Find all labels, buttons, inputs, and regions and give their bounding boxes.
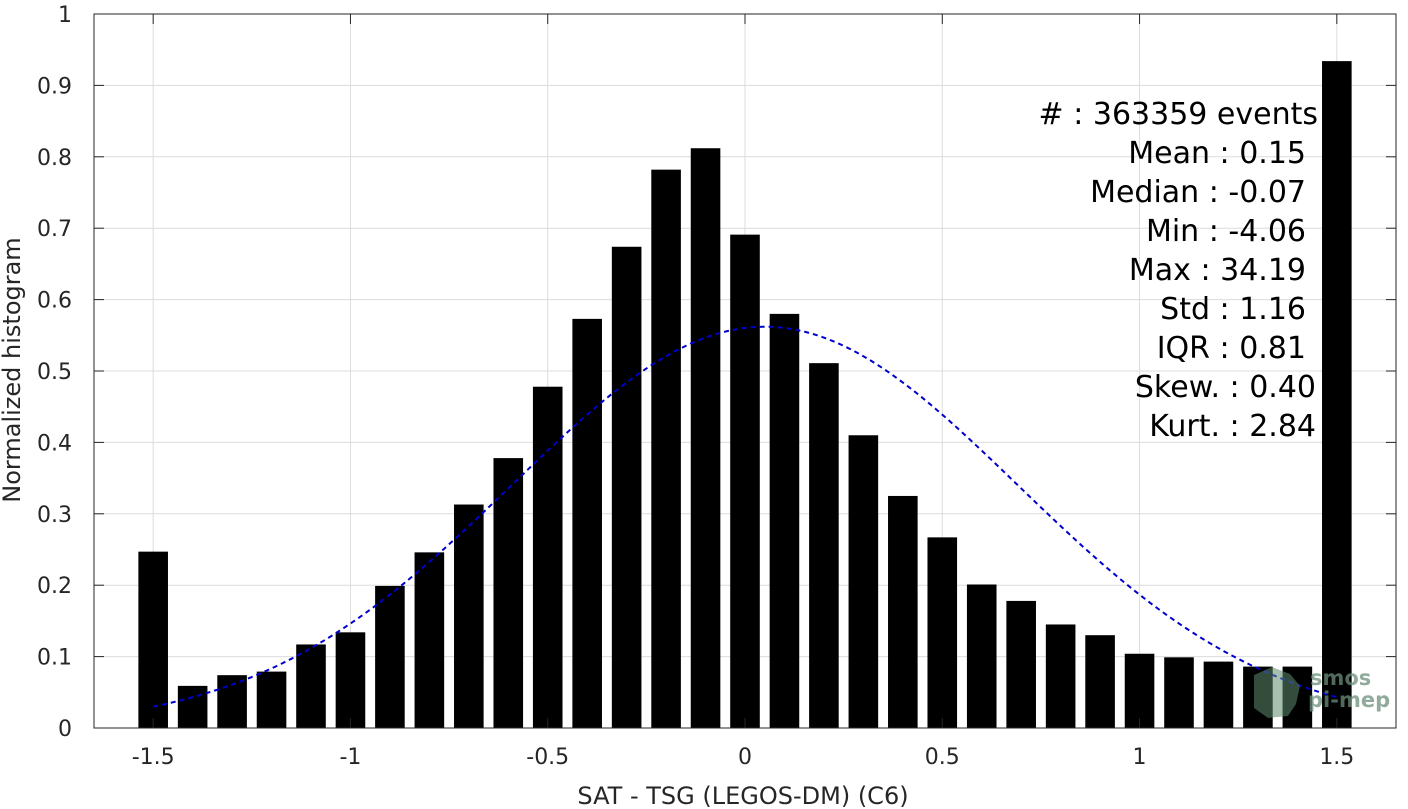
y-tick-label: 0.7 [37, 217, 72, 242]
y-tick-label: 1 [58, 3, 72, 28]
stat-line: Min : -4.06 [1146, 214, 1306, 249]
stat-line: # : 363359 events [1039, 97, 1318, 132]
logo-shape-icon [1254, 667, 1300, 718]
smos-pimep-logo: smos pi-mep [1254, 666, 1390, 718]
histogram-bar [454, 504, 484, 728]
axis-ticks [94, 13, 1396, 729]
y-tick-labels: 0 0.1 0.2 0.3 0.4 0.5 0.6 0.7 0.8 0.9 1 [37, 3, 72, 742]
histogram-bar [532, 386, 563, 728]
histogram-bar [1085, 635, 1115, 728]
y-tick-label: 0.6 [37, 289, 72, 314]
x-tick-label: 1 [1133, 745, 1147, 770]
stat-line: Kurt. : 2.84 [1149, 409, 1316, 444]
histogram-bar [690, 148, 721, 728]
stat-line: Mean : 0.15 [1128, 136, 1306, 171]
histogram-bar [848, 435, 879, 728]
stat-line: Skew. : 0.40 [1135, 370, 1316, 405]
y-axis-label: Normalized histogram [0, 237, 26, 502]
statistics-box: # : 363359 events Mean : 0.15 Median : -0.… [1039, 97, 1318, 444]
histogram-bar [414, 552, 445, 728]
y-tick-label: 0 [58, 717, 72, 742]
histogram-bar [217, 675, 247, 728]
stat-line: Std : 1.16 [1160, 292, 1306, 327]
histogram-bar [375, 585, 405, 728]
histogram-bar [1164, 657, 1194, 728]
x-tick-labels: -1.5 -1 -0.5 0 0.5 1 1.5 [132, 745, 1355, 770]
x-tick-label: 0 [738, 745, 752, 770]
histogram-bar [335, 632, 366, 728]
gaussian-fit-curve [152, 325, 1338, 708]
histogram-bar [1045, 624, 1076, 728]
histogram-bar [769, 313, 800, 728]
histogram-bar [493, 458, 524, 728]
stat-line: Median : -0.07 [1090, 175, 1306, 210]
y-tick-label: 0.5 [37, 360, 72, 385]
x-tick-label: 1.5 [1319, 745, 1354, 770]
y-tick-label: 0.2 [37, 574, 72, 599]
histogram-bar [1124, 653, 1155, 728]
histogram-bar [888, 495, 918, 728]
histogram-bar [1322, 61, 1352, 728]
x-tick-label: -1.5 [132, 745, 175, 770]
histogram-bar [1203, 661, 1234, 728]
histogram-bar [966, 584, 997, 728]
x-axis-label: SAT - TSG (LEGOS-DM) (C6) [577, 782, 908, 809]
y-tick-label: 0.4 [37, 431, 72, 456]
x-tick-label: -1 [339, 745, 361, 770]
stat-line: IQR : 0.81 [1157, 331, 1306, 366]
histogram-bar [572, 318, 602, 728]
histogram-bar [611, 246, 642, 729]
y-tick-label: 0.1 [37, 646, 72, 671]
histogram-bar [651, 169, 681, 729]
histogram-bar [138, 551, 168, 728]
histogram-bar [256, 671, 287, 728]
y-tick-label: 0.3 [37, 503, 72, 528]
logo-text-pimep: pi-mep [1308, 688, 1390, 712]
x-tick-label: -0.5 [526, 745, 569, 770]
histogram-bar [177, 685, 208, 728]
histogram-bar [809, 363, 839, 728]
histogram-bar [1006, 600, 1036, 728]
stat-line: Max : 34.19 [1129, 253, 1306, 288]
histogram-bar [730, 234, 760, 728]
y-tick-label: 0.9 [37, 74, 72, 99]
logo-text-smos: smos [1310, 666, 1371, 690]
histogram-bar [296, 644, 326, 728]
y-tick-label: 0.8 [37, 146, 72, 171]
bars [138, 61, 1352, 729]
x-tick-label: 0.5 [925, 745, 960, 770]
histogram-bar [927, 537, 958, 728]
